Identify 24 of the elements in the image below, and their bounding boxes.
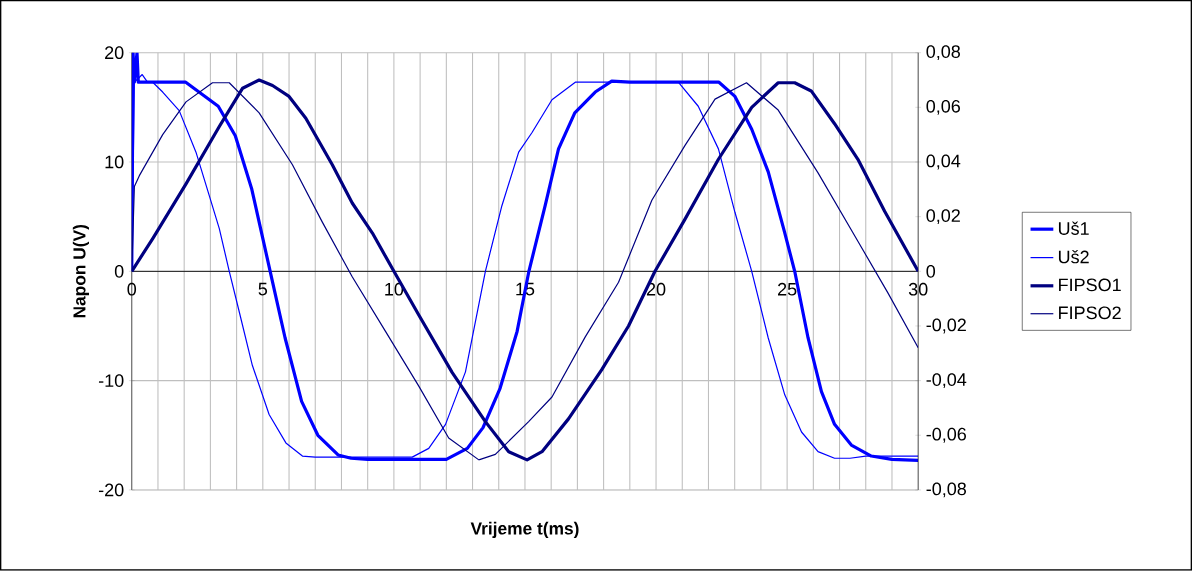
x-tick-label: 5 <box>258 283 268 296</box>
legend-label: Uš1 <box>1058 221 1089 236</box>
y-tick-label: -10 <box>98 374 124 388</box>
legend-label: FIPSO1 <box>1059 278 1121 292</box>
y-axis-title: Napon U(V) <box>72 225 89 318</box>
y2-tick-label: 0,06 <box>926 100 961 115</box>
x-tick-label: 25 <box>778 283 797 296</box>
y2-tick-label: 0,08 <box>926 45 961 61</box>
y-tick-label: 10 <box>105 155 124 169</box>
legend-label: Uš2 <box>1058 250 1089 264</box>
y-tick-label: 20 <box>105 46 124 60</box>
y2-tick-label: 0,02 <box>926 209 960 225</box>
y2-tick-label: -0,02 <box>926 318 966 334</box>
y-tick-label: -20 <box>98 483 124 497</box>
y2-tick-label: -0,08 <box>926 482 966 498</box>
x-tick-label: 30 <box>908 283 928 296</box>
y2-tick-label: 0 <box>926 265 936 278</box>
x-tick-label: 0 <box>127 283 137 296</box>
y2-tick-label: -0,06 <box>926 428 966 443</box>
y2-tick-label: 0,04 <box>926 154 961 170</box>
y2-tick-label: -0,04 <box>926 373 967 389</box>
x-axis-title: Vrijeme t(ms) <box>470 522 579 539</box>
legend-label: FIPSO2 <box>1059 306 1121 320</box>
y-tick-label: 0 <box>114 265 124 278</box>
